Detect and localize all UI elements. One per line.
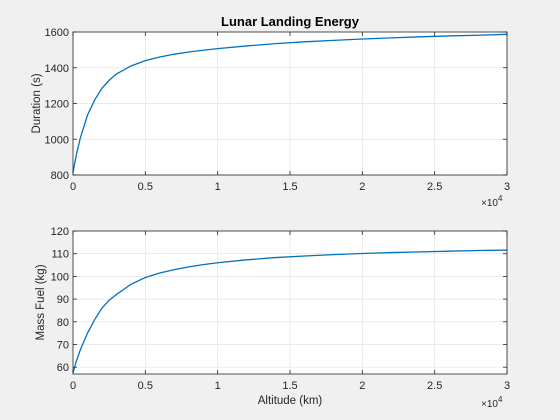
y-tick-label: 80 bbox=[57, 317, 69, 329]
x-tick-label: 1.5 bbox=[282, 380, 297, 392]
y-tick-label: 1000 bbox=[45, 134, 69, 146]
x-tick-label: 1 bbox=[215, 380, 221, 392]
subplot-fuel: 0 0.5 1 1.5 2 2.5 3 60 70 80 90 100 110 120 Mass Fuel… bbox=[35, 226, 510, 410]
axis-ticks: 0 0.5 1 1.5 2 2.5 3 60 70 80 90 100 110 120 bbox=[51, 226, 510, 392]
x-tick-label: 0.5 bbox=[138, 380, 153, 392]
axis-ticks: 0 0.5 1 1.5 2 2.5 3 800 1000 1200 1400 1600 bbox=[45, 27, 511, 193]
y-tick-label: 110 bbox=[51, 249, 69, 261]
x-tick-label: 2.5 bbox=[427, 181, 442, 193]
y-axis-label: Mass Fuel (kg) bbox=[35, 264, 47, 340]
y-tick-label: 1600 bbox=[45, 27, 69, 39]
y-tick-label: 120 bbox=[51, 226, 69, 238]
x-tick-label: 0 bbox=[70, 181, 76, 193]
y-tick-label: 70 bbox=[57, 339, 69, 351]
y-tick-label: 800 bbox=[51, 170, 69, 182]
x-exponent-label: ×104 bbox=[481, 395, 503, 410]
x-tick-label: 1.5 bbox=[282, 181, 297, 193]
y-axis-label: Duration (s) bbox=[31, 73, 43, 133]
x-tick-label: 0 bbox=[70, 380, 76, 392]
y-tick-label: 100 bbox=[51, 271, 69, 283]
x-exponent-power: 4 bbox=[498, 395, 503, 404]
x-exponent-label: ×104 bbox=[481, 194, 503, 209]
x-tick-label: 2 bbox=[359, 181, 365, 193]
series-line-fuel bbox=[72, 249, 508, 374]
y-tick-label: 1200 bbox=[45, 99, 69, 111]
y-tick-label: 1400 bbox=[45, 63, 69, 75]
x-tick-label: 3 bbox=[504, 181, 510, 193]
x-tick-label: 2 bbox=[359, 380, 365, 392]
series-line-duration bbox=[72, 33, 508, 173]
subplot-duration: Lunar Landing Energy 0 0.5 1 1.5 2 2.5 3 800 100… bbox=[31, 14, 510, 209]
y-tick-label: 60 bbox=[57, 362, 69, 374]
x-tick-label: 2.5 bbox=[427, 380, 442, 392]
y-tick-label: 90 bbox=[57, 294, 69, 306]
chart-title: Lunar Landing Energy bbox=[221, 14, 360, 29]
x-exponent-base: ×10 bbox=[481, 399, 498, 410]
x-tick-label: 1 bbox=[215, 181, 221, 193]
x-axis-label: Altitude (km) bbox=[258, 395, 323, 407]
x-tick-label: 3 bbox=[504, 380, 510, 392]
x-exponent-base: ×10 bbox=[481, 198, 498, 209]
x-exponent-power: 4 bbox=[498, 194, 503, 203]
x-tick-label: 0.5 bbox=[138, 181, 153, 193]
